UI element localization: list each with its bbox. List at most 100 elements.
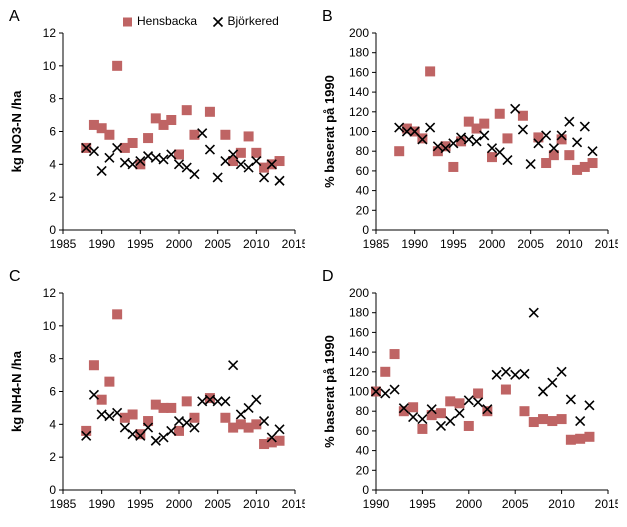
legend: HensbackaBjörkered xyxy=(123,14,279,28)
panel-letter: A xyxy=(9,8,20,25)
marker-hensbacka xyxy=(105,377,114,386)
panel-letter: B xyxy=(322,8,333,25)
marker-hensbacka xyxy=(113,61,122,70)
x-tick-label: 2000 xyxy=(166,237,193,251)
marker-bjorkered xyxy=(573,138,582,147)
marker-bjorkered xyxy=(585,401,594,410)
marker-hensbacka xyxy=(167,116,176,125)
y-tick-label: 40 xyxy=(356,444,370,458)
marker-hensbacka xyxy=(455,399,464,408)
marker-hensbacka xyxy=(82,426,91,435)
y-axis-label: kg NO3-N /ha xyxy=(9,90,24,172)
x-tick-label: 2005 xyxy=(502,497,529,511)
x-tick-label: 1990 xyxy=(88,497,115,511)
figure-root: Akg NO3-N /ha024681012198519901995200020… xyxy=(0,0,627,527)
marker-bjorkered xyxy=(566,395,575,404)
x-tick-label: 1985 xyxy=(50,237,77,251)
marker-bjorkered xyxy=(526,160,535,169)
y-tick-label: 4 xyxy=(49,417,56,431)
x-tick-label: 2010 xyxy=(556,237,583,251)
y-tick-label: 2 xyxy=(49,450,56,464)
marker-bjorkered xyxy=(190,423,199,432)
y-tick-label: 80 xyxy=(356,404,370,418)
y-tick-label: 140 xyxy=(349,345,369,359)
y-tick-label: 6 xyxy=(49,125,56,139)
marker-bjorkered xyxy=(501,367,510,376)
marker-bjorkered xyxy=(436,421,445,430)
marker-bjorkered xyxy=(390,385,399,394)
y-tick-label: 20 xyxy=(356,463,370,477)
marker-bjorkered xyxy=(151,153,160,162)
y-tick-label: 0 xyxy=(49,483,56,497)
marker-hensbacka xyxy=(503,134,512,143)
y-tick-label: 80 xyxy=(356,144,370,158)
y-tick-label: 60 xyxy=(356,424,370,438)
x-tick-label: 1990 xyxy=(363,497,390,511)
panel-A: Akg NO3-N /ha024681012198519901995200020… xyxy=(5,5,305,260)
marker-hensbacka xyxy=(520,407,529,416)
marker-hensbacka xyxy=(89,361,98,370)
marker-hensbacka xyxy=(244,132,253,141)
marker-bjorkered xyxy=(503,156,512,165)
marker-bjorkered xyxy=(474,398,483,407)
marker-bjorkered xyxy=(409,413,418,422)
marker-hensbacka xyxy=(205,394,214,403)
marker-bjorkered xyxy=(105,153,114,162)
y-tick-label: 10 xyxy=(43,319,57,333)
marker-bjorkered xyxy=(580,122,589,131)
y-tick-label: 140 xyxy=(349,85,369,99)
marker-bjorkered xyxy=(455,409,464,418)
x-tick-label: 2015 xyxy=(282,237,305,251)
panel-letter: D xyxy=(322,268,334,285)
marker-hensbacka xyxy=(565,151,574,160)
marker-bjorkered xyxy=(381,389,390,398)
panel-C: Ckg NH4-N /ha024681012198519901995200020… xyxy=(5,265,305,520)
x-tick-label: 2015 xyxy=(595,497,618,511)
marker-bjorkered xyxy=(446,417,455,426)
y-tick-label: 120 xyxy=(349,365,369,379)
marker-hensbacka xyxy=(464,421,473,430)
marker-bjorkered xyxy=(529,308,538,317)
marker-bjorkered xyxy=(520,369,529,378)
marker-hensbacka xyxy=(585,432,594,441)
marker-hensbacka xyxy=(128,138,137,147)
marker-hensbacka xyxy=(483,407,492,416)
marker-hensbacka xyxy=(474,389,483,398)
marker-hensbacka xyxy=(113,310,122,319)
marker-bjorkered xyxy=(464,396,473,405)
marker-hensbacka xyxy=(557,415,566,424)
marker-bjorkered xyxy=(236,410,245,419)
marker-bjorkered xyxy=(221,397,230,406)
panel-letter: C xyxy=(9,268,21,285)
marker-bjorkered xyxy=(244,163,253,172)
marker-hensbacka xyxy=(182,397,191,406)
x-tick-label: 2005 xyxy=(517,237,544,251)
y-tick-label: 8 xyxy=(49,92,56,106)
x-tick-label: 2000 xyxy=(455,497,482,511)
marker-bjorkered xyxy=(213,173,222,182)
marker-bjorkered xyxy=(576,417,585,426)
marker-hensbacka xyxy=(182,106,191,115)
marker-bjorkered xyxy=(105,412,114,421)
marker-bjorkered xyxy=(418,415,427,424)
marker-hensbacka xyxy=(501,385,510,394)
marker-bjorkered xyxy=(548,378,557,387)
marker-hensbacka xyxy=(221,130,230,139)
y-tick-label: 60 xyxy=(356,164,370,178)
y-tick-label: 8 xyxy=(49,352,56,366)
marker-hensbacka xyxy=(436,409,445,418)
marker-bjorkered xyxy=(539,387,548,396)
y-tick-label: 160 xyxy=(349,325,369,339)
marker-bjorkered xyxy=(144,152,153,161)
marker-bjorkered xyxy=(275,176,284,185)
marker-hensbacka xyxy=(395,147,404,156)
marker-hensbacka xyxy=(167,403,176,412)
y-axis-label: kg NH4-N /ha xyxy=(9,350,24,432)
y-tick-label: 100 xyxy=(349,125,369,139)
marker-hensbacka xyxy=(576,434,585,443)
x-tick-label: 1990 xyxy=(401,237,428,251)
marker-hensbacka xyxy=(252,148,261,157)
marker-bjorkered xyxy=(480,131,489,140)
marker-bjorkered xyxy=(472,137,481,146)
marker-hensbacka xyxy=(566,435,575,444)
